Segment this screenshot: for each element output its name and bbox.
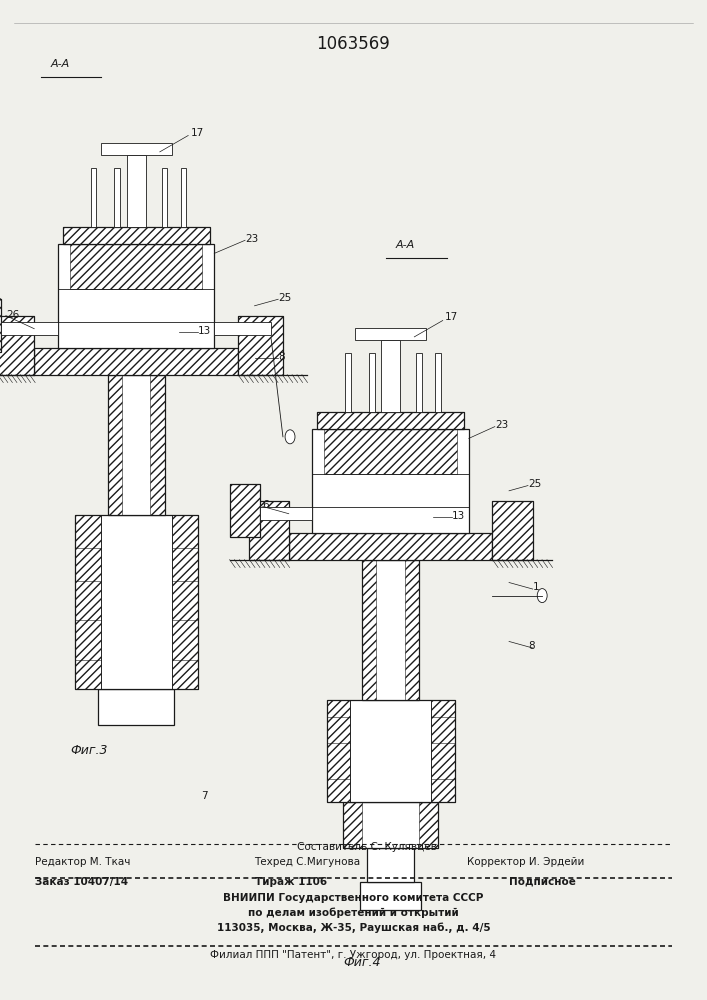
Text: 26: 26: [6, 310, 19, 320]
Bar: [288, 533, 493, 560]
Bar: [0, 316, 34, 375]
Bar: [115, 168, 120, 227]
Bar: [172, 515, 198, 689]
Text: 23: 23: [245, 234, 258, 244]
Text: Редактор М. Ткач: Редактор М. Ткач: [35, 857, 131, 867]
Bar: [107, 375, 165, 515]
Bar: [369, 353, 375, 412]
Bar: [260, 507, 312, 520]
Text: 25: 25: [279, 293, 291, 303]
Text: 13: 13: [198, 326, 211, 336]
Text: Филиал ППП "Патент", г. Ужгород, ул. Проектная, 4: Филиал ППП "Патент", г. Ужгород, ул. Про…: [211, 950, 496, 960]
Bar: [74, 515, 100, 689]
Circle shape: [285, 430, 295, 444]
Text: 7: 7: [201, 791, 208, 801]
Bar: [34, 348, 238, 375]
Bar: [1, 322, 58, 335]
Bar: [238, 316, 283, 375]
Text: 1063569: 1063569: [317, 35, 390, 53]
Bar: [317, 412, 464, 429]
Bar: [138, 168, 144, 227]
Bar: [344, 802, 362, 848]
Circle shape: [537, 589, 547, 603]
Bar: [416, 353, 422, 412]
Text: 6: 6: [263, 500, 269, 510]
Text: A-A: A-A: [51, 59, 70, 69]
Bar: [58, 244, 214, 348]
Bar: [249, 501, 288, 560]
Bar: [493, 501, 533, 560]
Bar: [381, 340, 400, 412]
Bar: [249, 501, 288, 560]
Bar: [151, 375, 165, 515]
Bar: [360, 882, 421, 910]
Bar: [435, 353, 441, 412]
Bar: [325, 429, 457, 474]
Text: 17: 17: [445, 312, 458, 322]
Bar: [419, 802, 438, 848]
Bar: [362, 560, 419, 700]
Bar: [344, 802, 438, 848]
Bar: [431, 700, 455, 802]
Bar: [98, 689, 174, 725]
Bar: [405, 560, 419, 700]
Bar: [180, 168, 187, 227]
Text: по делам изобретений и открытий: по делам изобретений и открытий: [248, 908, 459, 918]
Text: ВНИИПИ Государственного комитета СССР: ВНИИПИ Государственного комитета СССР: [223, 893, 484, 903]
Text: Фиг.4: Фиг.4: [344, 956, 381, 969]
Bar: [317, 412, 464, 429]
Bar: [0, 299, 1, 352]
Bar: [493, 501, 533, 560]
Text: Техред С.Мигунова: Техред С.Мигунова: [255, 857, 361, 867]
Text: 23: 23: [495, 420, 508, 430]
Bar: [230, 484, 260, 537]
Text: A-A: A-A: [395, 240, 414, 250]
Bar: [127, 155, 146, 227]
Bar: [0, 299, 1, 352]
Bar: [367, 848, 414, 882]
Bar: [238, 316, 283, 375]
Text: 1: 1: [533, 582, 539, 592]
Bar: [392, 353, 398, 412]
Bar: [70, 244, 202, 289]
Bar: [0, 316, 34, 375]
Bar: [100, 143, 172, 155]
Text: 8: 8: [528, 641, 534, 651]
Bar: [34, 348, 238, 375]
Text: Подписное: Подписное: [509, 877, 576, 887]
Text: Корректор И. Эрдейи: Корректор И. Эрдейи: [467, 857, 584, 867]
Bar: [312, 429, 469, 533]
Bar: [327, 700, 455, 802]
Bar: [107, 375, 122, 515]
Bar: [230, 484, 260, 537]
Bar: [74, 515, 198, 689]
Text: 17: 17: [191, 127, 204, 137]
Bar: [345, 353, 351, 412]
Text: Фиг.3: Фиг.3: [70, 744, 107, 757]
Bar: [355, 328, 426, 340]
Bar: [63, 227, 209, 244]
Bar: [90, 168, 96, 227]
Text: 25: 25: [528, 479, 542, 489]
Text: Заказ 10407/14: Заказ 10407/14: [35, 877, 129, 887]
Text: 8: 8: [279, 352, 285, 362]
Bar: [362, 560, 376, 700]
Text: Тираж 1106: Тираж 1106: [255, 877, 327, 887]
Bar: [288, 533, 493, 560]
Text: 113035, Москва, Ж-35, Раушская наб., д. 4/5: 113035, Москва, Ж-35, Раушская наб., д. …: [216, 922, 491, 933]
Bar: [63, 227, 209, 244]
Bar: [162, 168, 168, 227]
Text: Составитель С. Кулявцев: Составитель С. Кулявцев: [297, 842, 437, 852]
Bar: [214, 322, 271, 335]
Text: 13: 13: [452, 511, 465, 521]
Bar: [327, 700, 351, 802]
